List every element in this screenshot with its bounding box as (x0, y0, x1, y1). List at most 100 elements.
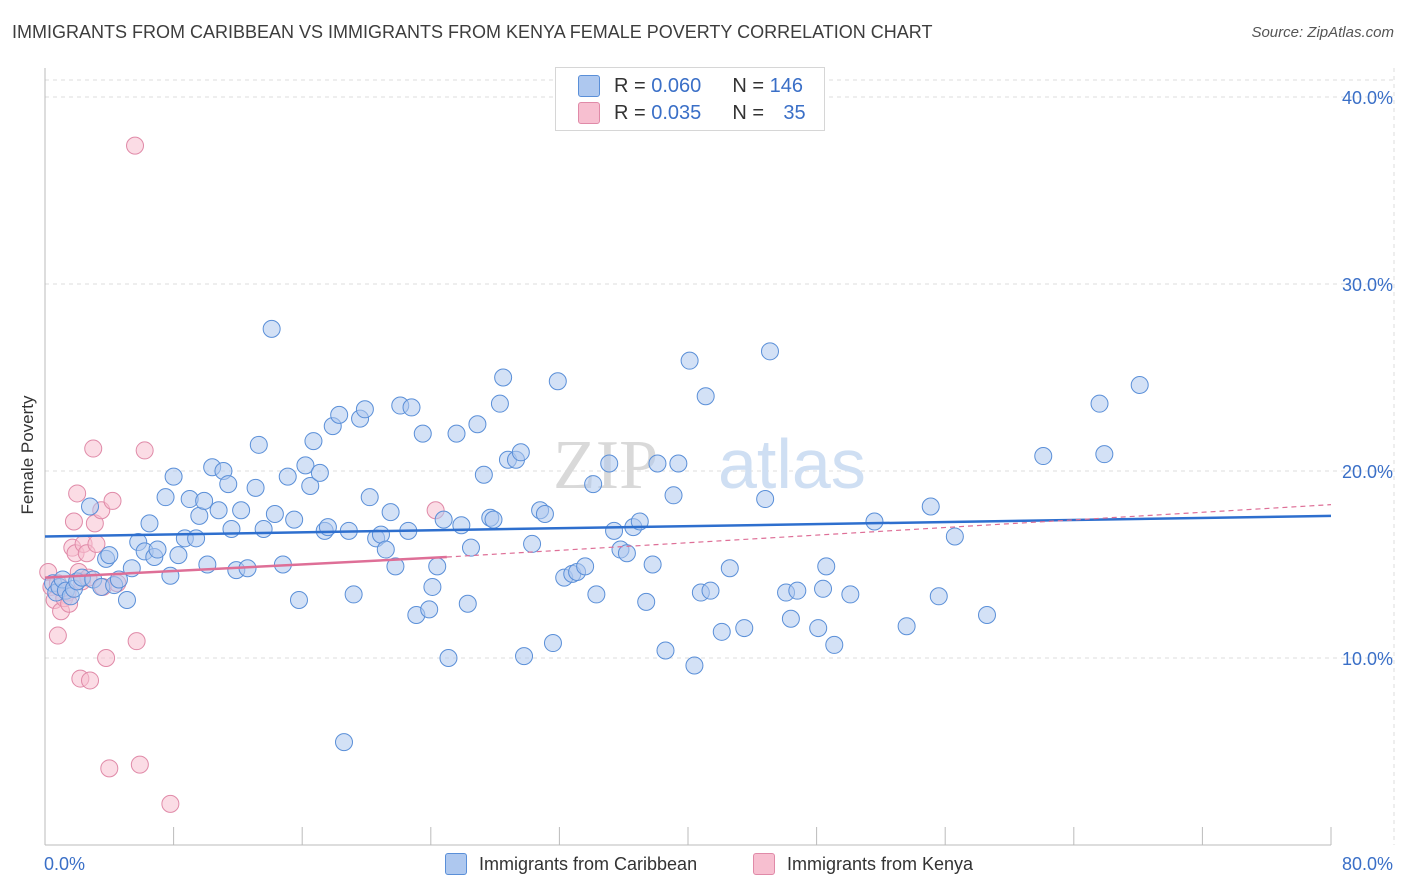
caribbean-point (817, 557, 836, 576)
caribbean-point (330, 405, 349, 424)
chart-title: IMMIGRANTS FROM CARIBBEAN VS IMMIGRANTS … (12, 22, 933, 42)
axis-layer (44, 68, 1332, 846)
caribbean-point (809, 619, 828, 638)
caribbean-point (617, 544, 636, 563)
legend-n-caribbean: 146 (769, 74, 803, 97)
y-tick-label: 20.0% (1342, 462, 1393, 482)
caribbean-point (929, 587, 948, 606)
caribbean-point (605, 521, 624, 540)
caribbean-point (447, 424, 466, 443)
caribbean-point (897, 617, 916, 636)
caribbean-point (187, 529, 206, 548)
x-tick-label: 0.0% (44, 854, 85, 874)
caribbean-trend-line (44, 514, 1332, 538)
caribbean-point (439, 649, 458, 667)
caribbean-point (587, 585, 606, 604)
caribbean-point (781, 609, 800, 628)
caribbean-point (195, 491, 214, 510)
caribbean-point (511, 443, 530, 462)
caribbean-point (474, 465, 493, 484)
caribbean-point (484, 510, 503, 529)
caribbean-point (945, 527, 964, 546)
kenya-point (126, 136, 145, 155)
caribbean-point (637, 592, 656, 611)
caribbean-point (600, 454, 619, 473)
caribbean-point (648, 454, 667, 473)
caribbean-point (515, 647, 534, 666)
bottom-legend-caribbean: Immigrants from Caribbean (445, 852, 697, 876)
caribbean-point (1095, 445, 1114, 464)
caribbean-point (334, 733, 353, 752)
caribbean-point (523, 534, 542, 553)
watermark-atlas: atlas (718, 425, 866, 503)
caribbean-point (1090, 394, 1109, 413)
legend-r-label: R = (614, 101, 646, 124)
caribbean-point (656, 641, 675, 660)
caribbean-point (1130, 375, 1149, 394)
trend-layer (44, 504, 1332, 579)
caribbean-point (148, 540, 167, 559)
caribbean-point (355, 400, 374, 419)
caribbean-point (140, 514, 159, 533)
legend-r-caribbean: 0.060 (651, 74, 702, 97)
caribbean-point (756, 490, 775, 509)
caribbean-point (428, 557, 447, 576)
kenya-points (39, 136, 445, 813)
bottom-legend-label-caribbean: Immigrants from Caribbean (479, 853, 698, 874)
caribbean-point (977, 605, 996, 624)
caribbean-point (360, 488, 379, 507)
caribbean-point (376, 540, 395, 559)
caribbean-point (81, 497, 100, 516)
caribbean-point (825, 635, 844, 654)
y-tick-label: 40.0% (1342, 88, 1393, 108)
kenya-point (130, 755, 149, 774)
x-tick-label: 80.0% (1342, 854, 1393, 874)
caribbean-point (246, 478, 265, 497)
legend-swatch-kenya (578, 102, 600, 124)
bottom-legend-kenya: Immigrants from Kenya (753, 852, 973, 876)
caribbean-point (576, 557, 595, 576)
caribbean-point (285, 510, 304, 529)
bottom-legend-label-kenya: Immigrants from Kenya (787, 853, 974, 874)
caribbean-point (921, 497, 940, 516)
caribbean-point (735, 619, 754, 638)
caribbean-point (760, 342, 779, 361)
kenya-point (135, 441, 154, 460)
caribbean-point (643, 555, 662, 574)
kenya-point (68, 484, 87, 503)
caribbean-point (371, 525, 390, 544)
kenya-trend-line (44, 555, 447, 579)
caribbean-point (468, 415, 487, 434)
caribbean-point (344, 585, 363, 604)
caribbean-point (680, 351, 699, 370)
kenya-point (103, 491, 122, 510)
caribbean-point (1034, 447, 1053, 466)
caribbean-point (841, 585, 860, 604)
kenya-point (100, 759, 119, 778)
caribbean-point (381, 503, 400, 522)
y-tick-label: 10.0% (1342, 649, 1393, 669)
caribbean-point (685, 656, 704, 675)
kenya-point (97, 649, 116, 667)
bottom-legend-swatch-kenya (753, 853, 775, 875)
legend-box: R = 0.060 N = 146 R = 0.035 N = 35 (555, 67, 825, 131)
caribbean-points (44, 319, 1149, 752)
caribbean-point (452, 516, 471, 535)
kenya-point (127, 632, 146, 651)
caribbean-point (788, 581, 807, 600)
caribbean-point (413, 424, 432, 443)
caribbean-point (696, 387, 715, 406)
caribbean-point (458, 594, 477, 613)
legend-swatch-caribbean (578, 75, 600, 97)
caribbean-point (548, 372, 567, 391)
watermark: ZIP atlas (553, 425, 866, 504)
legend-row-caribbean: R = 0.060 N = 146 (578, 73, 803, 99)
caribbean-point (254, 519, 273, 538)
legend-row-kenya: R = 0.035 N = 35 (578, 100, 806, 126)
caribbean-point (490, 394, 509, 413)
caribbean-point (209, 501, 228, 520)
bottom-legend-swatch-caribbean (445, 853, 467, 875)
caribbean-point (584, 475, 603, 494)
legend-r-label: R = (614, 74, 646, 97)
